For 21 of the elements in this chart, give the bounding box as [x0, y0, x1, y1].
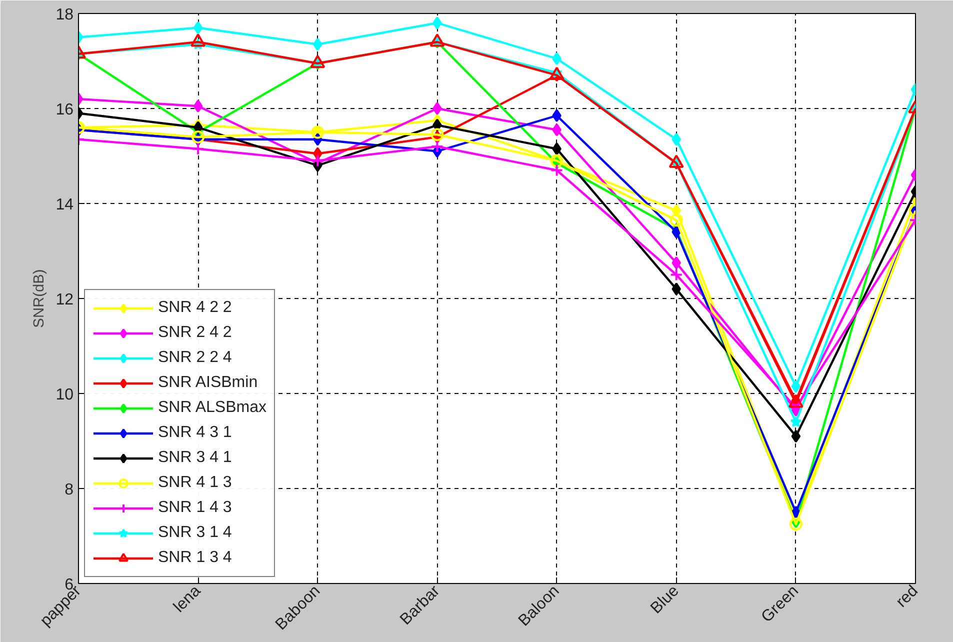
legend-label: SNR 2 2 4	[158, 348, 232, 368]
y-tick-label: 18	[56, 6, 74, 24]
x-tick-label: lena	[170, 582, 204, 616]
y-tick-label: 8	[64, 482, 74, 498]
x-tick-label: Blue	[648, 582, 682, 618]
x-tick-label: red	[893, 582, 922, 611]
y-tick-label: 14	[56, 196, 74, 214]
y-tick-label: 10	[56, 386, 74, 404]
legend-label: SNR 2 4 2	[158, 323, 232, 343]
legend-label: SNR 4 3 1	[158, 423, 232, 443]
legend-label: SNR AISBmin	[158, 373, 258, 393]
legend-label: SNR 3 1 4	[158, 523, 232, 543]
legend-label: SNR 1 4 3	[158, 498, 232, 518]
legend-label: SNR 1 3 4	[158, 548, 232, 568]
legend-label: SNR 4 1 3	[158, 473, 232, 493]
y-tick-label: 16	[56, 102, 74, 118]
legend-label: SNR 3 4 1	[158, 448, 232, 468]
legend-label: SNR 4 2 2	[158, 298, 232, 318]
legend-label: SNR ALSBmax	[158, 398, 266, 418]
y-axis-title: SNR(dB)	[32, 269, 48, 328]
y-tick-label: 12	[56, 292, 74, 308]
